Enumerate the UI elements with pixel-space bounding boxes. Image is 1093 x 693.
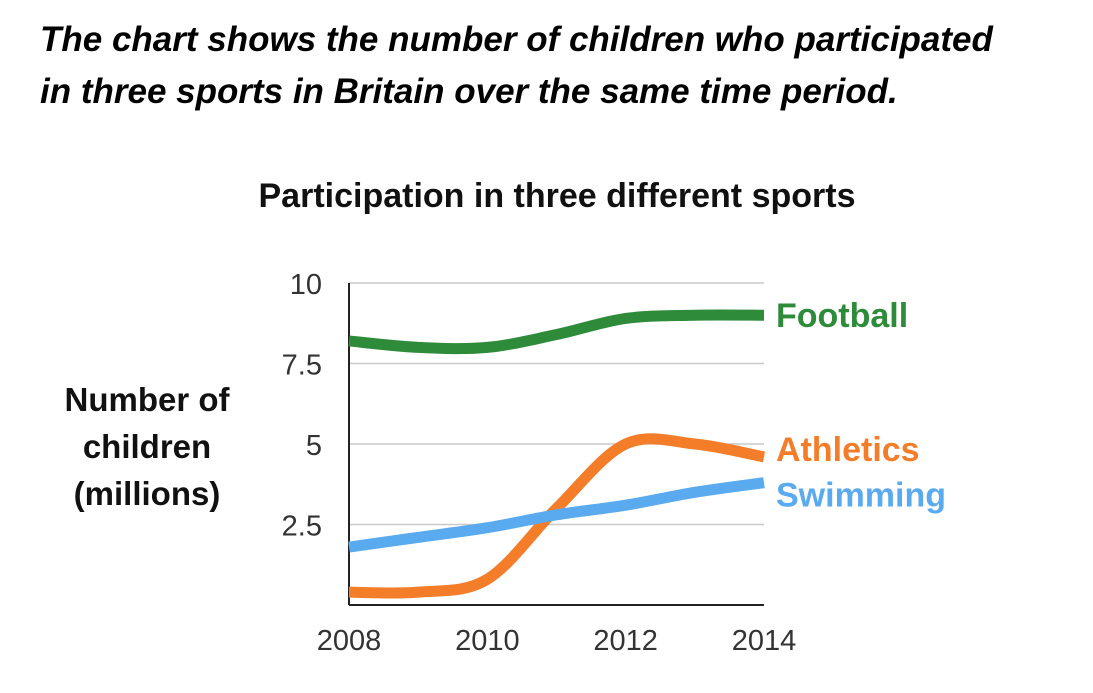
y-axis-label: Number of <box>65 381 231 418</box>
y-tick-label: 2.5 <box>282 511 322 543</box>
prompt-line-2: in three sports in Britain over the same… <box>40 72 898 111</box>
y-axis-label: children <box>83 428 211 465</box>
series-line-swimming <box>348 477 765 553</box>
x-tick-label: 2012 <box>593 625 658 657</box>
series-label-football: Football <box>776 297 908 335</box>
series-line-football <box>348 309 765 355</box>
series-label-swimming: Swimming <box>776 477 946 515</box>
series-line-athletics <box>348 433 766 599</box>
y-tick-label: 5 <box>306 430 322 462</box>
prompt-line-1: The chart shows the number of children w… <box>40 20 993 59</box>
y-tick-label: 7.5 <box>282 350 322 382</box>
x-tick-label: 2014 <box>732 625 797 657</box>
x-tick-label: 2008 <box>317 625 382 657</box>
task-prompt: The chart shows the number of children w… <box>40 14 1080 118</box>
chart-title: Participation in three different sports <box>259 177 856 215</box>
series-label-athletics: Athletics <box>776 431 920 469</box>
y-tick-label: 10 <box>290 269 322 301</box>
y-axis-label: (millions) <box>74 475 221 512</box>
x-tick-label: 2010 <box>455 625 520 657</box>
